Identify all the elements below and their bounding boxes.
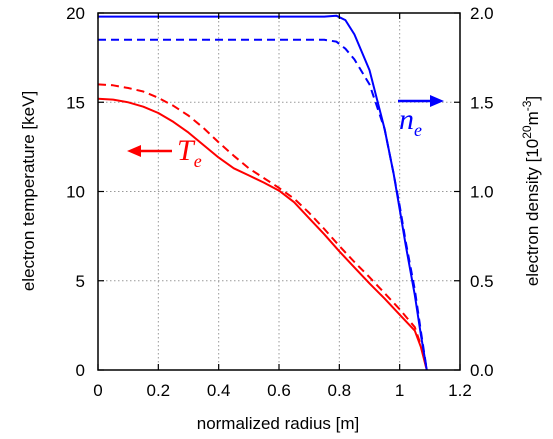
temperature-symbol: Te [177,134,202,171]
series-lines [97,14,428,371]
x-tick-label: 0.6 [267,381,291,400]
x-tick-label: 1.2 [448,381,472,400]
y-left-tick-label: 15 [66,93,85,112]
temperature-annotation: Te [127,134,202,171]
y-right-tick-label: 1.5 [470,93,494,112]
density-symbol: ne [399,103,422,140]
y-right-axis-label: electron density [1020m-3] [520,96,542,286]
y-right-tick-label: 1.0 [470,183,494,202]
x-tick-label: 1 [395,381,404,400]
grid [98,13,460,370]
y-right-tick-label: 0.5 [470,272,494,291]
y-left-tick-label: 5 [76,272,85,291]
density-solid-line [98,14,428,371]
y-left-tick-label: 20 [66,4,85,23]
density-annotation: ne [398,95,444,140]
y-left-axis-label: electron temperature [keV] [19,91,38,291]
x-tick-label: 0 [93,381,102,400]
x-tick-label: 0.4 [207,381,231,400]
y-left-tick-label: 10 [66,183,85,202]
ticks: 0 0.2 0.4 0.6 0.8 1 1.2 0 5 10 15 20 0.0 0.5 1.0 1.5 2.0 [66,4,494,400]
temperature-solid-line [97,97,428,371]
x-axis-label: normalized radius [m] [197,414,360,433]
y-right-tick-label: 2.0 [470,4,494,23]
temperature-arrow-head [127,145,141,157]
x-tick-label: 0.2 [147,381,171,400]
temperature-dashed-line [97,83,428,371]
density-dashed-line [98,38,428,371]
density-arrow-head [430,95,444,107]
y-right-tick-label: 0.0 [470,361,494,380]
y-left-tick-label: 0 [76,361,85,380]
x-tick-label: 0.8 [328,381,352,400]
